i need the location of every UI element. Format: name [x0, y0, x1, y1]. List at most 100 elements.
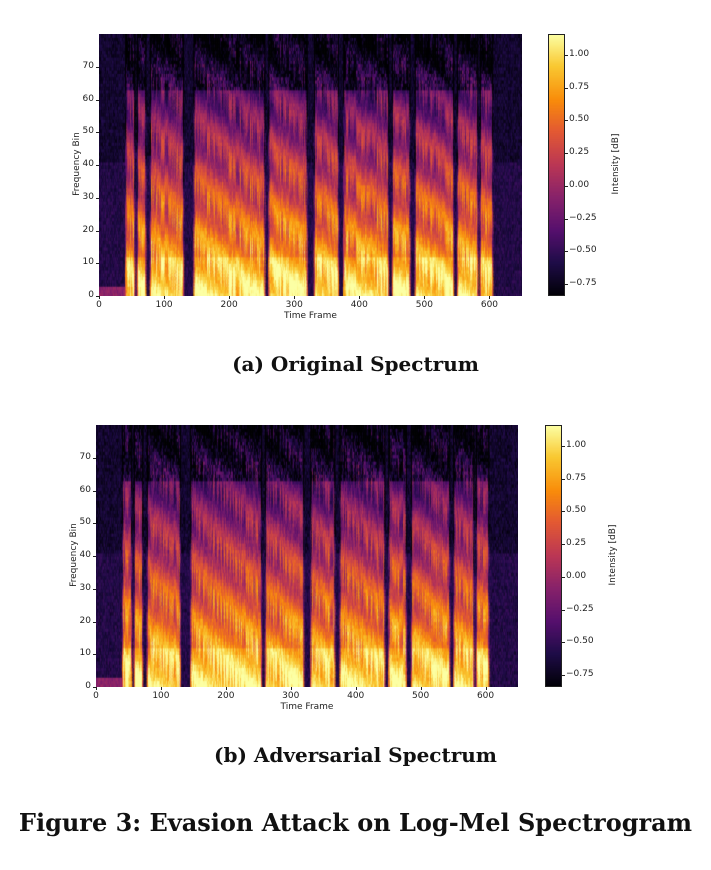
y-tick-label: 50	[79, 517, 91, 528]
x-tick-label: 600	[480, 300, 499, 310]
x-tick-label: 200	[220, 300, 238, 310]
colorbar-tick-label: 0.25	[569, 147, 590, 158]
y-tick-mark	[93, 457, 96, 459]
x-tick-mark	[489, 296, 491, 299]
y-tick-mark	[96, 132, 99, 134]
colorbar-tick-mark	[565, 218, 568, 220]
y-tick-label: 60	[82, 93, 94, 104]
colorbar-tick-mark	[565, 153, 568, 155]
x-tick-mark	[355, 687, 357, 690]
colorbar-tick-label: −0.25	[566, 603, 594, 614]
x-tick-label: 100	[152, 691, 170, 701]
x-tick-label: 0	[93, 691, 99, 701]
y-tick-mark	[93, 654, 96, 656]
colorbar-tick-mark	[565, 120, 568, 122]
x-axis-label: Time Frame	[280, 702, 334, 712]
x-tick-label: 200	[217, 691, 235, 701]
x-tick-mark	[225, 687, 227, 690]
x-tick-label: 400	[347, 691, 365, 701]
x-tick-label: 500	[412, 691, 430, 701]
x-tick-mark	[290, 687, 292, 690]
y-tick-mark	[96, 66, 99, 68]
x-tick-mark	[424, 296, 426, 299]
y-tick-label: 10	[79, 648, 91, 659]
colorbar-tick-mark	[565, 87, 568, 89]
colorbar-tick-mark	[562, 445, 565, 447]
spectrogram-heatmap	[99, 34, 522, 296]
x-tick-mark	[96, 687, 97, 690]
x-tick-mark	[294, 296, 296, 299]
y-tick-mark	[96, 99, 99, 101]
colorbar-tick-label: −0.75	[569, 278, 597, 289]
colorbar-tick-mark	[562, 576, 565, 578]
x-tick-label: 300	[285, 300, 303, 310]
colorbar-tick-label: −0.75	[566, 669, 594, 680]
caption-adversarial: (b) Adversarial Spectrum	[214, 743, 497, 767]
colorbar	[545, 425, 562, 687]
y-tick-mark	[96, 230, 99, 232]
colorbar-tick-mark	[565, 284, 568, 286]
x-tick-label: 100	[155, 300, 173, 310]
x-tick-mark	[160, 687, 162, 690]
caption-original: (a) Original Spectrum	[232, 352, 479, 376]
x-tick-mark	[229, 296, 231, 299]
colorbar-tick-label: 1.00	[566, 439, 587, 450]
x-tick-label: 300	[282, 691, 300, 701]
figure-caption: Figure 3: Evasion Attack on Log-Mel Spec…	[18, 808, 693, 837]
y-tick-mark	[93, 523, 96, 525]
y-tick-label: 70	[79, 451, 91, 462]
colorbar-tick-label: 0.00	[566, 570, 587, 581]
x-tick-mark	[359, 296, 361, 299]
y-axis-label: Frequency Bin	[69, 523, 79, 587]
y-axis-label: Frequency Bin	[72, 132, 82, 196]
y-tick-label: 0	[88, 290, 94, 300]
colorbar-tick-label: 0.50	[569, 114, 590, 125]
y-tick-mark	[93, 556, 96, 557]
colorbar-tick-mark	[562, 609, 565, 611]
colorbar-tick-mark	[562, 511, 565, 513]
y-tick-label: 40	[79, 550, 91, 560]
y-tick-mark	[93, 588, 96, 590]
x-axis-label: Time Frame	[284, 311, 337, 321]
y-tick-label: 70	[82, 60, 94, 71]
x-tick-label: 0	[96, 300, 102, 310]
x-tick-mark	[420, 687, 422, 690]
y-tick-label: 40	[82, 159, 94, 169]
x-tick-label: 400	[350, 300, 368, 310]
y-tick-mark	[93, 490, 96, 492]
y-tick-label: 60	[79, 484, 91, 495]
colorbar-tick-mark	[562, 478, 565, 480]
colorbar	[548, 34, 565, 296]
x-tick-label: 600	[476, 691, 495, 701]
colorbar-tick-label: 0.75	[566, 472, 587, 483]
colorbar-label: Intensity [dB]	[611, 133, 621, 195]
y-tick-label: 20	[79, 615, 91, 626]
colorbar-frame	[548, 34, 565, 296]
y-tick-label: 30	[82, 191, 94, 202]
y-tick-mark	[96, 197, 99, 199]
colorbar-tick-label: 0.50	[566, 505, 587, 516]
y-tick-label: 0	[85, 681, 91, 691]
y-tick-label: 10	[82, 257, 94, 268]
colorbar-frame	[545, 425, 562, 687]
y-tick-label: 50	[82, 126, 94, 137]
colorbar-tick-label: 0.25	[566, 538, 587, 549]
y-tick-mark	[93, 621, 96, 623]
y-tick-mark	[96, 263, 99, 265]
colorbar-tick-mark	[562, 675, 565, 677]
colorbar-label: Intensity [dB]	[608, 524, 618, 586]
colorbar-tick-label: −0.50	[569, 245, 597, 256]
y-tick-mark	[96, 165, 99, 166]
y-tick-mark	[96, 296, 99, 297]
colorbar-tick-label: 0.75	[569, 81, 590, 92]
colorbar-tick-label: −0.25	[569, 212, 597, 223]
x-tick-mark	[485, 687, 487, 690]
colorbar-tick-mark	[565, 251, 568, 253]
y-tick-mark	[93, 687, 96, 688]
colorbar-tick-mark	[562, 642, 565, 644]
colorbar-tick-mark	[562, 544, 565, 546]
spectrogram-heatmap	[96, 425, 518, 687]
colorbar-tick-label: 1.00	[569, 48, 590, 59]
colorbar-tick-label: 0.00	[569, 179, 590, 190]
x-tick-label: 500	[415, 300, 433, 310]
